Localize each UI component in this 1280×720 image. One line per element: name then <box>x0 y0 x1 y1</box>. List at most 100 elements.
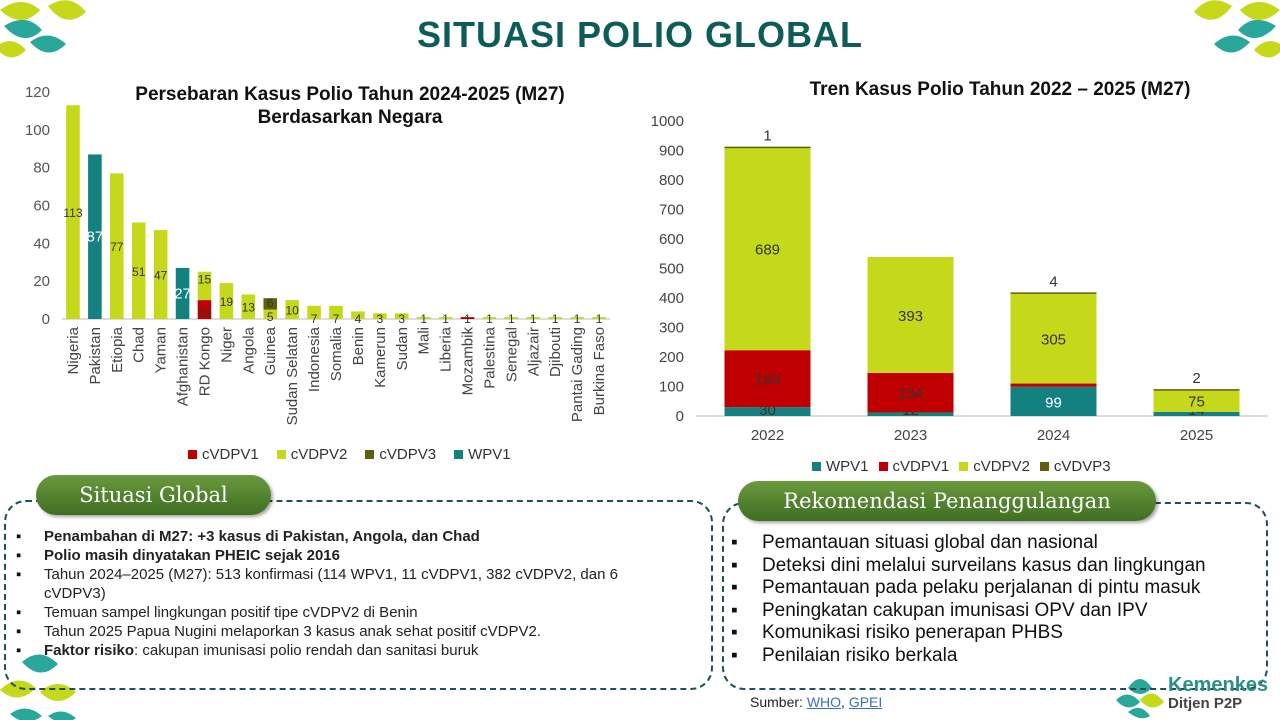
chart1-bar-benin-cvdpv2 <box>351 311 365 319</box>
chart1-label-angola-cvdpv2: 13 <box>242 301 256 315</box>
chart1-bar-djibouti-cvdpv2 <box>548 317 562 319</box>
chart1-legend-swatch-cvdpv3 <box>365 450 375 459</box>
chart2-bar-2022-cvdpv2 <box>724 146 811 351</box>
chart2-label-2024-cvdpv2: 305 <box>1041 332 1066 349</box>
source-link-gpei[interactable]: GPEI <box>848 694 883 710</box>
source-text: Sumber: WHO, GPEI <box>750 694 882 710</box>
chart2-legend-label-cvdpv1: cVDPV1 <box>892 458 950 475</box>
chart2-bar-2022-cvdvp3 <box>724 146 811 149</box>
chart1-ytick-80: 80 <box>33 160 50 177</box>
chart1-ytick-0: 0 <box>42 311 50 328</box>
chart2-ytick-600: 600 <box>659 231 684 248</box>
chart2-ytick-0: 0 <box>676 408 684 425</box>
chart2-legend-cvdpv1: cVDPV1 <box>878 458 950 475</box>
chart2-bar-2023-wpv1 <box>867 412 954 416</box>
chart1-xtick-benin: Benin <box>350 327 367 365</box>
chart2-ytick-300: 300 <box>659 320 684 337</box>
chart1-label-chad-cvdpv2: 51 <box>132 265 146 279</box>
chart1-xtick-nigeria: Nigeria <box>65 326 82 374</box>
chart2-legend-swatch-cvdpv2 <box>959 462 969 471</box>
chart2-bar-2024-cvdpv1 <box>1010 383 1097 387</box>
chart1-label-guinea-cvdpv2: 5 <box>267 310 274 324</box>
chart1-bar-rd-kongo-cvdpv2 <box>197 271 212 301</box>
situasi-box <box>4 500 713 690</box>
chart1-label-benin-cvdpv2: 4 <box>355 312 362 326</box>
chart1-label-burkina-faso-cvdpv2: 1 <box>596 312 603 326</box>
chart1-xtick-angola: Angola <box>240 326 257 373</box>
chart1-label-sudan-cvdpv2: 3 <box>398 312 405 326</box>
chart1-ytick-120: 120 <box>25 84 50 101</box>
chart1-xtick-somalia: Somalia <box>328 326 345 381</box>
chart2-bar-2023-cvdpv2 <box>867 256 954 373</box>
chart1-bar-pantai-gading-cvdpv2 <box>570 317 584 319</box>
chart1-legend-swatch-cvdpv1 <box>188 450 197 459</box>
chart1-legend-label-cvdpv2: cVDPV2 <box>290 446 348 463</box>
chart2-bar-2024-cvdvp3 <box>1010 292 1097 294</box>
chart1-bar-angola-cvdpv2 <box>241 294 256 319</box>
chart2-ytick-200: 200 <box>659 349 684 366</box>
chart2-ytick-500: 500 <box>659 261 684 278</box>
chart2-legend-label-cvdvp3: cVDVP3 <box>1053 458 1111 475</box>
chart2-ytick-400: 400 <box>659 290 684 307</box>
situasi-item-text-3: Temuan sampel lingkungan positif tipe cV… <box>44 604 418 621</box>
chart1-legend-swatch-wpv1 <box>454 450 464 459</box>
chart2-label-2022-cvdpv2: 689 <box>755 242 780 259</box>
chart1-legend-label-cvdpv1: cVDPV1 <box>202 446 259 463</box>
source-link-who[interactable]: WHO <box>806 694 842 710</box>
chart1-bar-palestina-cvdpv2 <box>482 317 497 319</box>
chart1-bar-indonesia-cvdpv2 <box>307 305 321 319</box>
chart2-label-2022-cvdvp3: 1 <box>763 128 771 145</box>
chart1-xtick-pantai-gading: Pantai Gading <box>569 327 586 422</box>
chart2-xtick-2022: 2022 <box>751 427 784 444</box>
chart2-legend-label-wpv1: WPV1 <box>826 458 869 475</box>
chart1-label-aljazair-cvdpv2: 1 <box>530 312 537 326</box>
chart1-label-guinea-cvdpv3: 6 <box>267 296 274 310</box>
chart1-label-indonesia-cvdpv2: 7 <box>311 312 318 326</box>
chart1-xtick-sudan-selatan: Sudan Selatan <box>284 327 301 425</box>
chart1-label-rd-kongo-cvdpv1: 10 <box>198 305 212 319</box>
situasi-list: Penambahan di M27: +3 kasus di Pakistan,… <box>16 527 683 660</box>
chart1-bar-pakistan-wpv1 <box>88 154 102 319</box>
situasi-item-0: Penambahan di M27: +3 kasus di Pakistan,… <box>16 527 683 546</box>
chart1-bar-yaman-cvdpv2 <box>153 230 168 319</box>
rekomendasi-item-2: Pemantauan pada pelaku perjalanan di pin… <box>731 577 1268 600</box>
situasi-item-text-5: : cakupan imunisasi polio rendah dan san… <box>134 642 479 659</box>
chart1-bar-guinea-cvdpv2 <box>263 309 278 319</box>
chart1-legend-label-wpv1: WPV1 <box>468 446 511 463</box>
chart1-xtick-indonesia: Indonesia <box>306 326 323 392</box>
chart2-legend-label-cvdpv2: cVDPV2 <box>973 458 1030 475</box>
situasi-item-text-2: Tahun 2024–2025 (M27): 513 konfirmasi (1… <box>44 566 618 602</box>
chart1-xtick-rd-kongo: RD Kongo <box>196 327 213 396</box>
chart1-label-afghanistan-wpv1: 27 <box>174 285 191 302</box>
chart1-xtick-guinea: Guinea <box>262 326 279 375</box>
logo-name: Kemenkes <box>1168 674 1269 696</box>
chart1-legend-cvdpv2: cVDPV2 <box>276 446 348 463</box>
page-title: SITUASI POLIO GLOBAL <box>416 14 863 55</box>
chart2-ytick-800: 800 <box>659 172 684 189</box>
chart1-ytick-40: 40 <box>33 235 50 252</box>
rekomendasi-item-5: Penilaian risiko berkala <box>731 645 1268 668</box>
chart1-label-somalia-cvdpv2: 7 <box>333 312 340 326</box>
situasi-item-text-4: Tahun 2025 Papua Nugini melaporkan 3 kas… <box>44 623 541 640</box>
chart1-bar-aljazair-cvdpv2 <box>526 317 541 319</box>
chart1-ytick-100: 100 <box>25 122 50 139</box>
corner-decor-top-right <box>1194 0 1280 58</box>
chart1-label-niger-cvdpv2: 19 <box>220 295 234 309</box>
chart1-label-rd-kongo-cvdpv2: 15 <box>198 273 212 287</box>
chart2-label-2025-cvdvp3: 2 <box>1192 370 1200 387</box>
chart2-xtick-2024: 2024 <box>1037 427 1070 444</box>
chart1-xtick-kamerun: Kamerun <box>372 327 389 388</box>
chart2-ytick-1000: 1000 <box>651 113 684 130</box>
chart1-xtick-yaman: Yaman <box>153 327 170 373</box>
chart1-xtick-palestina: Palestina <box>481 326 498 388</box>
chart1-bar-somalia-cvdpv2 <box>329 305 343 319</box>
rekomendasi-item-0: Pemantauan situasi global dan nasional <box>731 532 1268 555</box>
chart1-label-mozambik-cvdpv1: 1 <box>464 312 471 326</box>
chart1-bar-sudan-selatan-cvdpv2 <box>285 300 299 319</box>
chart1-bar-afghanistan-wpv1 <box>175 267 190 319</box>
chart2-xtick-2023: 2023 <box>894 427 927 444</box>
situasi-item-bold-0: Penambahan di M27: +3 kasus di Pakistan <box>44 528 345 545</box>
chart2-label-2024-wpv1: 99 <box>1045 394 1062 411</box>
